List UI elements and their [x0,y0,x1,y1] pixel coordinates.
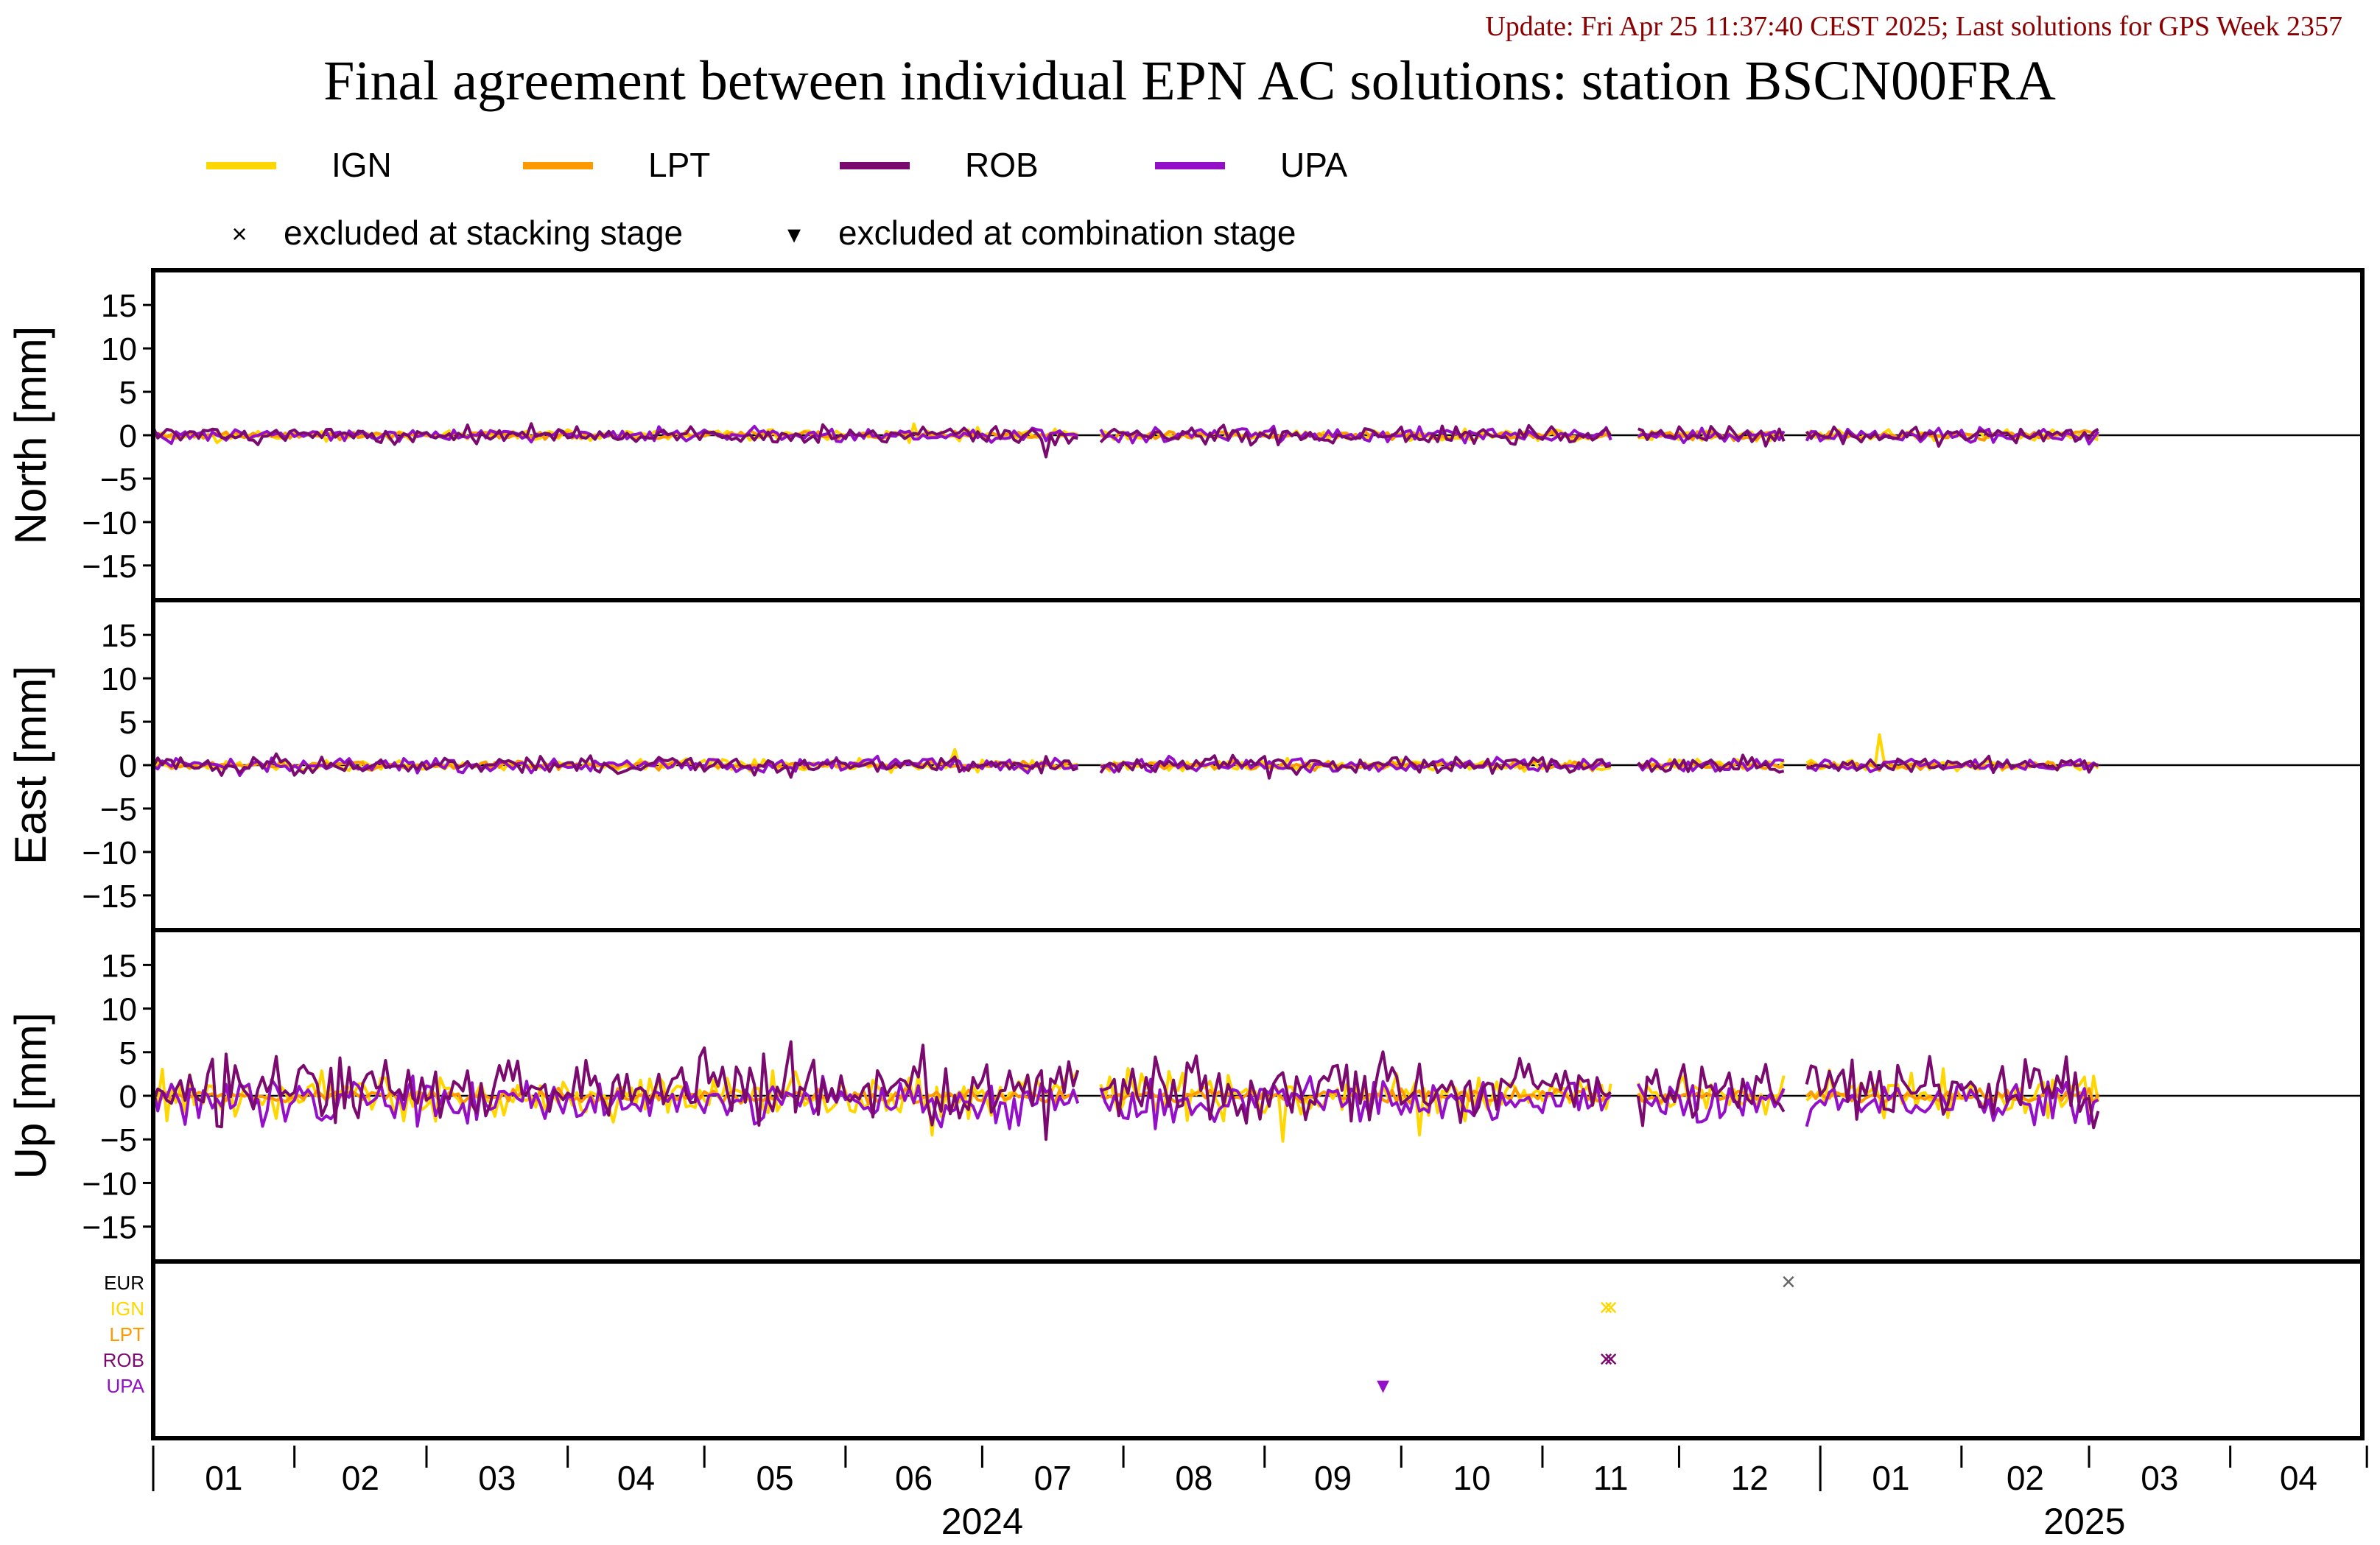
series-line-rob [1637,753,1785,774]
update-timestamp: Update: Fri Apr 25 11:37:40 CEST 2025; L… [1485,11,2342,42]
series-line-upa [1099,1075,1612,1130]
y-tick-label: −5 [100,792,137,828]
y-axis-label: North [mm] [6,326,55,545]
x-year-label: 2024 [941,1501,1023,1542]
x-month-label: 03 [2141,1459,2178,1497]
legend-marker-label: excluded at stacking stage [284,214,683,252]
legend-label-upa: UPA [1280,146,1347,184]
y-axis-label: East [mm] [6,666,55,865]
legend-label-lpt: LPT [648,146,710,184]
x-month-label: 11 [1593,1459,1629,1497]
y-tick-label: 0 [119,1079,137,1115]
y-tick-label: 5 [119,375,137,411]
x-month-label: 09 [1314,1459,1352,1497]
series-line-upa [152,1074,1080,1130]
x-month-label: 01 [205,1459,242,1497]
y-tick-label: 10 [101,331,137,367]
exclusion-row-label-eur: EUR [104,1272,144,1294]
exclusion-row-label-ign: IGN [110,1298,144,1320]
y-tick-label: −10 [82,835,137,871]
x-month-label: 01 [1872,1459,1909,1497]
x-month-label: 05 [756,1459,793,1497]
exclusion-marker-rob: × [1604,1345,1618,1373]
chart-title: Final agreement between individual EPN A… [323,50,2056,112]
x-month-label: 03 [478,1459,516,1497]
series-line-rob [1806,754,2099,775]
x-month-label: 12 [1731,1459,1769,1497]
y-tick-label: −5 [100,462,137,498]
y-tick-label: 10 [101,661,137,697]
x-axis: 01 02 03 04 05 06 07 08 09 10 11 12 01 02 03 04 2024 2025 [152,1446,2368,1542]
y-tick-label: 0 [119,418,137,454]
legend-label-rob: ROB [965,146,1039,184]
series-line-rob [1099,753,1612,780]
y-tick-label: 15 [101,618,137,654]
y-tick-label: −5 [100,1122,137,1158]
y-tick-label: −10 [82,505,137,541]
panel-east: 15 10 5 0 −5 −10 −15 East [mm] [6,598,2365,932]
series-line-rob [1805,1055,2100,1130]
series-line-rob [1637,425,1786,448]
exclusion-frame [151,1259,2365,1440]
series-line-rob [1805,425,2099,448]
exclusion-row-label-lpt: LPT [109,1323,144,1345]
plot-panels: 15 10 5 0 −5 −10 −15 North [mm] 15 10 5 0 −5 −10 −15 Ea… [6,268,2365,1440]
x-year-label: 2025 [2043,1501,2125,1542]
panel-up: 15 10 5 0 −5 −10 −15 Up [mm] [6,928,2365,1264]
series-line-rob [1100,1050,1612,1125]
y-tick-label: 0 [119,748,137,784]
exclusion-row-label-upa: UPA [106,1375,144,1397]
legend-marker-symbol: × [231,219,247,249]
exclusion-marker-ign: × [1599,1294,1614,1322]
y-axis-label: Up [mm] [6,1013,55,1180]
series-line-rob [152,422,1078,459]
series-line-upa [1637,1081,1786,1124]
series-line-rob [152,1040,1080,1141]
legend: IGN LPT ROB UPA × excluded at stacking stage ▾… [206,146,1347,252]
series-line-rob [152,752,1079,779]
x-month-label: 08 [1175,1459,1212,1497]
x-month-label: 02 [342,1459,379,1497]
y-tick-label: −15 [82,1210,137,1246]
y-tick-label: 5 [119,1035,137,1071]
exclusion-marker-upa: ▾ [1377,1371,1389,1399]
exclusion-marker-eur: × [1781,1268,1796,1296]
y-tick-label: 15 [101,948,137,984]
exclusion-marker-rob: × [1599,1345,1614,1373]
series-line-rob [1099,423,1612,447]
y-tick-label: 15 [101,288,137,324]
y-tick-label: −15 [82,879,137,915]
exclusion-row-label-rob: ROB [103,1349,144,1371]
exclusion-marker-ign: × [1604,1294,1618,1322]
legend-marker-label: excluded at combination stage [838,214,1296,252]
x-month-label: 04 [617,1459,655,1497]
panel-north: 15 10 5 0 −5 −10 −15 North [mm] [6,268,2365,602]
y-tick-label: −10 [82,1166,137,1202]
legend-label-ign: IGN [331,146,392,184]
x-month-label: 07 [1034,1459,1072,1497]
y-tick-label: −15 [82,549,137,585]
x-month-label: 10 [1453,1459,1491,1497]
x-month-label: 02 [2007,1459,2044,1497]
series-line-rob [1636,1063,1786,1127]
x-month-label: 04 [2280,1459,2317,1497]
y-tick-label: 10 [101,992,137,1028]
legend-marker-symbol: ▾ [787,219,801,249]
y-tick-label: 5 [119,705,137,741]
x-month-label: 06 [895,1459,933,1497]
